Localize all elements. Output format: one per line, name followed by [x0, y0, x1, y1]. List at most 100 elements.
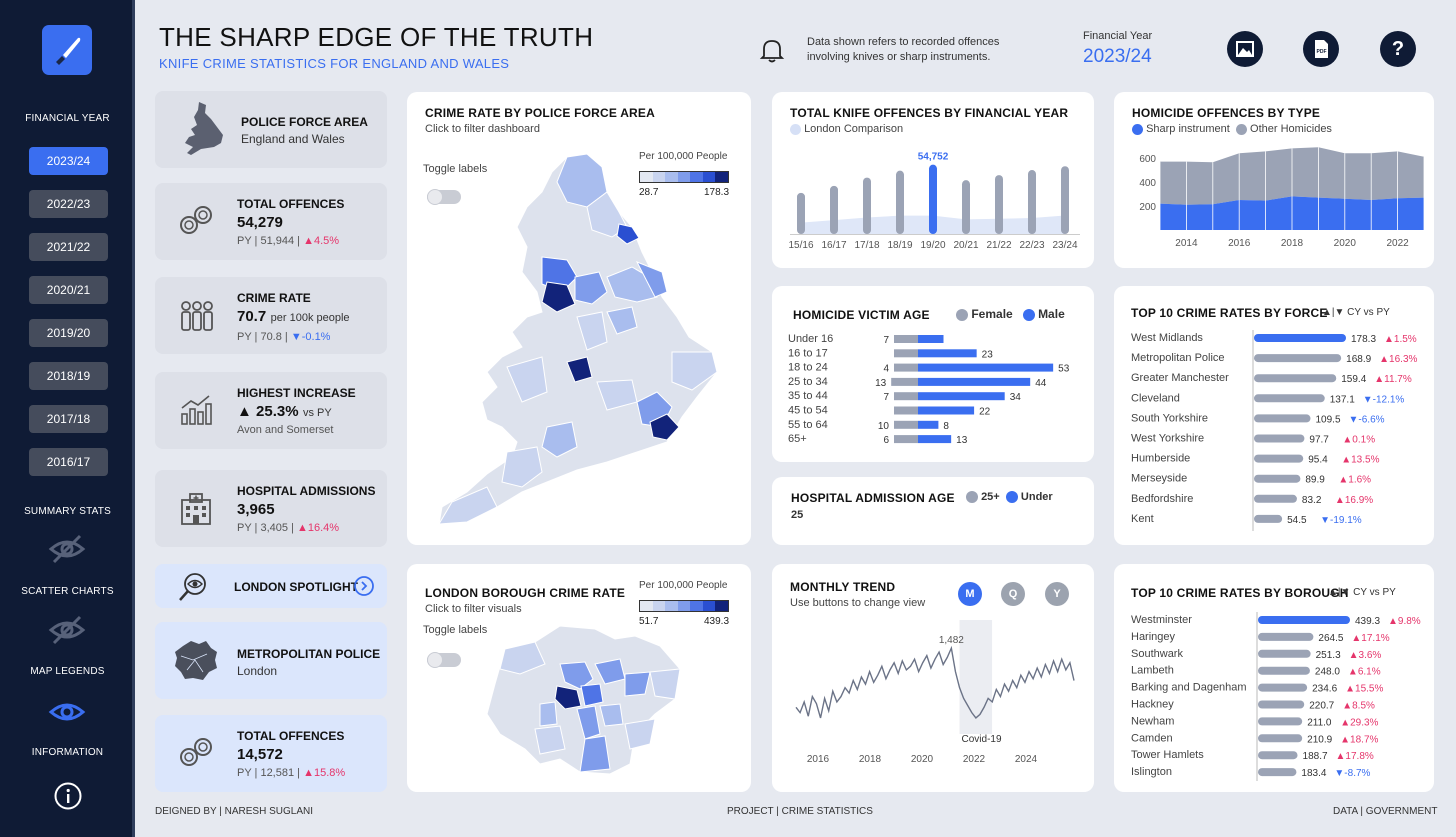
age-category-label: 65+	[788, 433, 807, 445]
homicide-type-chart[interactable]: 200 400 600 2014 2016 2018 2020 2022	[1124, 142, 1429, 262]
england-wales-choropleth[interactable]	[427, 152, 727, 537]
ranked-bar[interactable]	[1254, 494, 1297, 503]
victim-age-chart[interactable]: Under 16 7 16 to 17 23 18 to 24 4 53 25 to 34 13…	[786, 328, 1086, 453]
age-category-label: 45 to 54	[788, 405, 828, 417]
month-view-button[interactable]: M	[958, 582, 982, 606]
male-bar[interactable]	[918, 335, 944, 343]
male-bar[interactable]	[918, 435, 952, 444]
ranked-bar[interactable]	[1254, 514, 1283, 523]
ranked-bar[interactable]	[1258, 666, 1310, 675]
fy-bar[interactable]	[1061, 166, 1069, 234]
force-map-toggle[interactable]	[427, 189, 461, 205]
male-bar[interactable]	[918, 392, 1005, 401]
eye-slash-icon[interactable]	[48, 533, 86, 570]
year-button-2023-24[interactable]: 2023/24	[29, 147, 108, 175]
year-button-2020-21[interactable]: 2020/21	[29, 276, 108, 304]
ranked-bar[interactable]	[1258, 700, 1305, 709]
year-button-2016-17[interactable]: 2016/17	[29, 448, 108, 476]
ranked-bar[interactable]	[1258, 683, 1308, 692]
quarter-view-button[interactable]: Q	[1001, 582, 1025, 606]
eye-icon[interactable]	[48, 696, 86, 733]
top10-borough-chart[interactable]: Westminster 439.3 ▲9.8% Haringey 264.5 ▲17.1%…	[1124, 608, 1429, 788]
ranked-bar[interactable]	[1254, 434, 1305, 443]
eye-slash-icon[interactable]	[48, 614, 86, 651]
victim-age-card[interactable]: HOMICIDE VICTIM AGE Female Male Under 16…	[772, 286, 1094, 462]
ranked-bar[interactable]	[1254, 374, 1337, 383]
fy-label: Financial Year	[1083, 30, 1153, 42]
information-label[interactable]: INFORMATION	[31, 747, 104, 758]
change-label: ▲0.1%	[1342, 435, 1375, 446]
year-button-2018-19[interactable]: 2018/19	[29, 362, 108, 390]
fy-bar[interactable]	[995, 175, 1003, 234]
male-bar[interactable]	[918, 406, 975, 415]
fy-bar[interactable]	[929, 164, 937, 234]
london-total-py: PY | 12,581 |	[237, 767, 301, 779]
female-bar[interactable]	[894, 420, 918, 429]
monthly-trend-chart[interactable]: 1,482 Covid-19 2016 2018 2020 2022 2024	[782, 614, 1087, 772]
london-spotlight-button[interactable]: LONDON SPOTLIGHT	[155, 564, 387, 608]
fy-bar[interactable]	[896, 170, 904, 234]
ranked-bar[interactable]	[1258, 616, 1350, 624]
ranked-bar[interactable]	[1258, 751, 1298, 760]
fy-bar[interactable]	[830, 185, 838, 234]
male-bar[interactable]	[918, 349, 977, 358]
year-button-2022-23[interactable]: 2022/23	[29, 190, 108, 218]
ranked-bar[interactable]	[1258, 649, 1311, 658]
male-bar[interactable]	[918, 377, 1031, 386]
borough-map-toggle[interactable]	[427, 652, 461, 668]
footer-data: DATA | GOVERNMENT	[1333, 806, 1438, 817]
map-legends-label[interactable]: MAP LEGENDS	[30, 666, 105, 677]
fy-peak-label: 54,752	[918, 152, 949, 163]
ranked-bar[interactable]	[1254, 334, 1346, 342]
top10-force-chart[interactable]: West Midlands 178.3 ▲1.5% Metropolitan Poli…	[1124, 326, 1429, 536]
ranked-bar[interactable]	[1258, 717, 1303, 726]
summary-stats-label[interactable]: SUMMARY STATS	[24, 506, 111, 517]
female-bar[interactable]	[894, 335, 918, 343]
fy-offences-chart[interactable]: 15/16 16/17 17/18 18/19 19/20 54,752 20/21 21/2…	[782, 140, 1087, 262]
scatter-charts-label[interactable]: SCATTER CHARTS	[21, 586, 114, 597]
fy-bar[interactable]	[797, 192, 805, 234]
female-bar[interactable]	[891, 377, 918, 386]
fy-bar[interactable]	[863, 177, 871, 234]
fy-bar[interactable]	[962, 180, 970, 234]
monthly-trend-card[interactable]: MONTHLY TREND Use buttons to change view…	[772, 564, 1094, 792]
female-bar[interactable]	[894, 363, 918, 372]
ranked-bar[interactable]	[1254, 474, 1301, 483]
info-icon[interactable]	[53, 781, 83, 816]
ranked-bar[interactable]	[1254, 414, 1311, 423]
chevron-right-icon[interactable]	[354, 576, 374, 601]
ranked-bar[interactable]	[1254, 354, 1342, 363]
ranked-bar[interactable]	[1258, 768, 1297, 777]
ranked-bar[interactable]	[1258, 734, 1303, 743]
top10-force-card[interactable]: TOP 10 CRIME RATES BY FORCE ▲|▼ CY vs PY…	[1114, 286, 1434, 545]
female-bar[interactable]	[894, 349, 918, 358]
year-button-2019-20[interactable]: 2019/20	[29, 319, 108, 347]
top10-borough-card[interactable]: TOP 10 CRIME RATES BY BOROUGH ▲|▼ CY vs …	[1114, 564, 1434, 792]
hospital-age-card[interactable]: HOSPITAL ADMISSION AGE 25+ Under 25	[772, 477, 1094, 545]
female-bar[interactable]	[894, 392, 918, 401]
year-view-button[interactable]: Y	[1045, 582, 1069, 606]
age-category-label: 25 to 34	[788, 376, 828, 388]
ranked-bar[interactable]	[1258, 632, 1314, 641]
fy-offences-card[interactable]: TOTAL KNIFE OFFENCES BY FINANCIAL YEAR L…	[772, 92, 1094, 268]
force-map-card[interactable]: CRIME RATE BY POLICE FORCE AREA Click to…	[407, 92, 751, 545]
year-button-2021-22[interactable]: 2021/22	[29, 233, 108, 261]
police-force-card[interactable]: POLICE FORCE AREA England and Wales	[155, 91, 387, 168]
trend-line	[795, 645, 1075, 719]
category-label: Lambeth	[1131, 665, 1174, 677]
image-download-button[interactable]	[1227, 31, 1263, 67]
female-bar[interactable]	[894, 406, 918, 415]
male-bar[interactable]	[918, 420, 939, 429]
ranked-bar[interactable]	[1254, 454, 1304, 463]
london-choropleth[interactable]	[485, 624, 685, 784]
ranked-bar[interactable]	[1254, 394, 1325, 403]
help-button[interactable]: ?	[1380, 31, 1416, 67]
female-bar[interactable]	[894, 435, 918, 444]
pdf-download-button[interactable]: PDF	[1303, 31, 1339, 67]
borough-map-card[interactable]: LONDON BOROUGH CRIME RATE Click to filte…	[407, 564, 751, 792]
male-bar[interactable]	[918, 363, 1054, 372]
met-police-value: London	[237, 664, 278, 678]
year-button-2017-18[interactable]: 2017/18	[29, 405, 108, 433]
homicide-type-card[interactable]: HOMICIDE OFFENCES BY TYPE Sharp instrume…	[1114, 92, 1434, 268]
fy-bar[interactable]	[1028, 170, 1036, 234]
